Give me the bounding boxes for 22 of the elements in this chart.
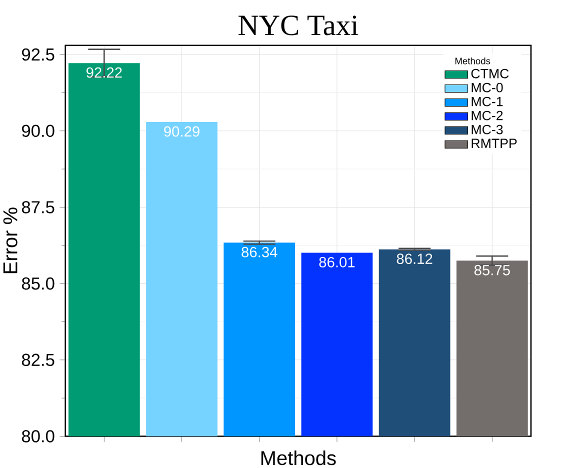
data-label: 85.75 xyxy=(474,264,510,276)
data-label: 86.34 xyxy=(242,246,278,258)
legend-label: MC-0 xyxy=(472,82,503,92)
data-label: 92.22 xyxy=(86,67,122,78)
legend-label: MC-2 xyxy=(472,110,503,120)
legend-label: CTMC xyxy=(471,68,509,78)
data-label: 90.29 xyxy=(164,126,200,137)
y-tick-label: 82.5 xyxy=(22,354,54,366)
chart-title: NYC Taxi xyxy=(238,15,358,36)
legend-label: MC-1 xyxy=(472,96,503,106)
x-axis-title: Methods xyxy=(261,450,336,466)
y-tick-label: 92.5 xyxy=(22,48,54,61)
y-axis-title: Error % xyxy=(3,208,18,273)
data-label: 86.12 xyxy=(396,254,432,264)
data-label: 86.01 xyxy=(319,256,355,268)
y-tick-label: 87.5 xyxy=(22,200,54,214)
legend-label: MC-3 xyxy=(472,124,503,134)
y-tick-label: 85.0 xyxy=(22,277,54,290)
y-tick-label: 90.0 xyxy=(22,124,54,137)
legend-label: RMTPP xyxy=(472,138,517,148)
legend-title: Methods xyxy=(455,57,490,64)
y-tick-label: 80.0 xyxy=(22,430,54,442)
